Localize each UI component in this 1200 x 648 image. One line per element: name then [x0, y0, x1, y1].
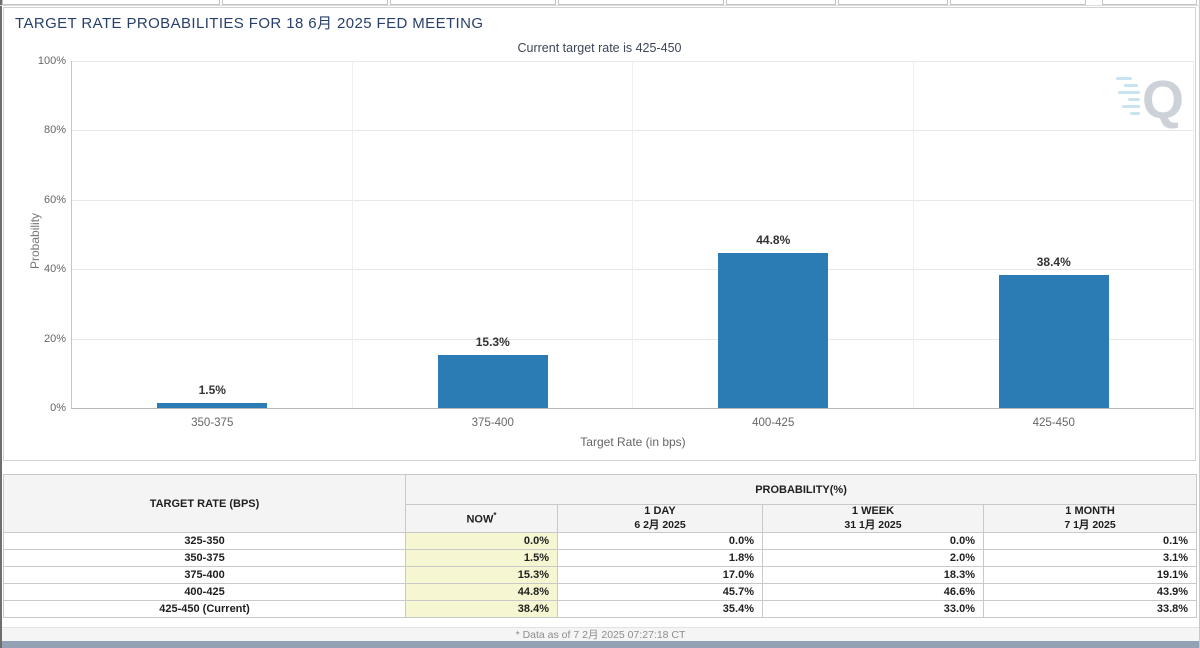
rate-cell: 325-350: [3, 532, 406, 550]
x-axis-category-label: 400-425: [752, 417, 795, 429]
chart-panel: TARGET RATE PROBABILITIES FOR 18 6月 2025…: [3, 7, 1196, 461]
1day-value-cell: 17.0%: [557, 566, 763, 584]
col-group-header-probability: PROBABILITY(%): [404, 474, 1198, 505]
top-tab[interactable]: [1102, 0, 1197, 5]
1week-value-cell: 0.0%: [762, 532, 984, 550]
data-asof-footnote: * Data as of 7 2月 2025 07:27:18 CT: [2, 627, 1199, 642]
hamburger-menu-icon[interactable]: [1165, 17, 1182, 32]
x-axis-category-label: 375-400: [471, 417, 514, 429]
table-row: 350-375 1.5% 1.8% 2.0% 3.1%: [3, 549, 1198, 567]
col-header-target-rate: TARGET RATE (BPS): [3, 474, 406, 533]
y-axis-tick-label: 20%: [43, 332, 66, 345]
rate-table-body: 325-350 0.0% 0.0% 0.0% 0.1% 350-375 1.5% 1.8% 2.…: [3, 532, 1198, 618]
gridline-vertical: [632, 61, 633, 408]
rate-cell: 350-375: [3, 549, 406, 567]
1month-date: 7 1月 2025: [1064, 519, 1116, 531]
bar-350-375[interactable]: [157, 402, 268, 408]
q-logo-letter: Q: [1141, 70, 1184, 130]
1month-value-cell: 33.8%: [982, 600, 1198, 618]
page-title: TARGET RATE PROBABILITIES FOR 18 6月 2025…: [15, 15, 484, 32]
now-value-cell: 44.8%: [405, 583, 558, 601]
col-header-1month: 1 MONTH 7 1月 2025: [982, 504, 1198, 533]
y-axis-tick-label: 60%: [43, 193, 66, 206]
x-axis-title: Target Rate (in bps): [580, 435, 686, 449]
bar-value-label: 44.8%: [756, 232, 791, 247]
1week-label: 1 WEEK: [851, 505, 895, 517]
x-axis-category-label: 425-450: [1032, 417, 1075, 429]
bottom-strip: [2, 641, 1199, 648]
bar-value-label: 38.4%: [1036, 254, 1071, 269]
1month-label: 1 MONTH: [1065, 505, 1115, 517]
bar-425-450[interactable]: [998, 274, 1109, 408]
now-value-cell: 38.4%: [405, 600, 558, 618]
col-header-now: NOW*: [405, 504, 558, 533]
table-row: 375-400 15.3% 17.0% 18.3% 19.1%: [3, 566, 1198, 584]
now-value-cell: 15.3%: [405, 566, 558, 584]
table-row: 325-350 0.0% 0.0% 0.0% 0.1%: [3, 532, 1198, 550]
table-row: 425-450 (Current) 38.4% 35.4% 33.0% 33.8%: [3, 600, 1198, 618]
rate-cell: 400-425: [3, 583, 406, 601]
1month-value-cell: 19.1%: [982, 566, 1198, 584]
col-header-1week: 1 WEEK 31 1月 2025: [762, 504, 984, 533]
now-value-cell: 0.0%: [405, 532, 558, 550]
now-label: NOW: [466, 513, 494, 526]
rate-cell: 425-450 (Current): [3, 600, 406, 618]
y-axis-title: Probability: [28, 212, 42, 269]
probability-table: TARGET RATE (BPS) PROBABILITY(%) NOW* 1 …: [3, 474, 1198, 618]
gridline-horizontal: [72, 130, 1194, 132]
1week-value-cell: 18.3%: [762, 566, 984, 584]
gridline-horizontal: [72, 338, 1194, 340]
top-divider: [0, 5, 1200, 6]
1day-value-cell: 35.4%: [557, 600, 763, 618]
bar-chart-plot-area: Probability Target Rate (in bps) Q 0% 20%…: [28, 55, 1194, 449]
y-axis-tick-label: 40%: [43, 263, 66, 276]
now-footnote-marker: *: [493, 511, 497, 521]
1week-value-cell: 46.6%: [762, 583, 984, 601]
1month-value-cell: 3.1%: [982, 549, 1198, 567]
gridline-horizontal: [72, 199, 1194, 201]
gridline-vertical: [912, 61, 914, 408]
top-tab[interactable]: [838, 0, 948, 5]
top-tab[interactable]: [2, 0, 220, 5]
quikstrike-watermark: Q: [1114, 65, 1188, 141]
rate-cell: 375-400: [3, 566, 406, 584]
gridline-vertical: [351, 61, 353, 408]
now-value-cell: 1.5%: [405, 549, 558, 567]
y-axis-tick-label: 0%: [50, 402, 66, 414]
1month-value-cell: 43.9%: [982, 583, 1198, 601]
gridline-horizontal: [72, 269, 1194, 271]
top-tab[interactable]: [558, 0, 724, 5]
1day-value-cell: 0.0%: [557, 532, 763, 550]
1day-value-cell: 1.8%: [557, 549, 763, 567]
1month-value-cell: 0.1%: [982, 532, 1198, 550]
top-tab[interactable]: [950, 0, 1086, 5]
chart-subtitle: Current target rate is 425-450: [517, 41, 682, 55]
1day-label: 1 DAY: [644, 505, 676, 517]
bar-value-label: 1.5%: [198, 382, 226, 397]
col-header-target-rate-label: TARGET RATE (BPS): [149, 497, 260, 510]
table-row: 400-425 44.8% 45.7% 46.6% 43.9%: [3, 583, 1198, 601]
1week-value-cell: 2.0%: [762, 549, 984, 567]
gridline-horizontal: [72, 61, 1194, 62]
1day-value-cell: 45.7%: [557, 583, 763, 601]
1week-value-cell: 33.0%: [762, 600, 984, 618]
y-axis-tick-label: 80%: [43, 124, 66, 137]
1week-date: 31 1月 2025: [844, 519, 902, 531]
top-tab[interactable]: [390, 0, 556, 5]
window-left-edge: [0, 0, 2, 648]
y-axis-tick-label: 100%: [37, 55, 66, 67]
bar-375-400[interactable]: [437, 354, 548, 408]
bar-value-label: 15.3%: [475, 334, 510, 349]
top-tab[interactable]: [726, 0, 836, 5]
top-tab-strip: [2, 0, 1199, 5]
x-axis-category-label: 350-375: [191, 417, 234, 429]
bar-400-425[interactable]: [718, 252, 829, 408]
1day-date: 6 2月 2025: [634, 519, 686, 531]
top-tab[interactable]: [222, 0, 388, 5]
col-header-1day: 1 DAY 6 2月 2025: [557, 504, 763, 533]
gridline-vertical: [1193, 61, 1194, 408]
